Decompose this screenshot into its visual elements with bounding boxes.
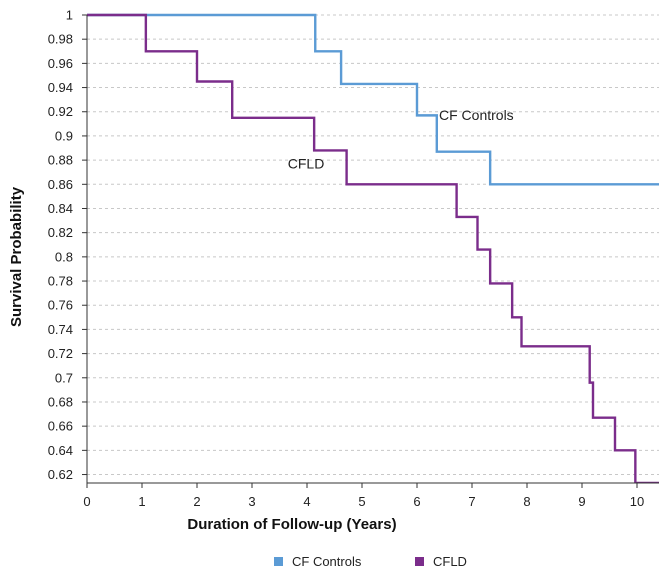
x-tick-labels: 0 1 2 3 4 5 6 7 8 9 10: [83, 483, 644, 509]
y-tick-label: 0.82: [48, 225, 73, 240]
annotation-cf-controls: CF Controls: [439, 107, 514, 123]
y-tick-label: 0.72: [48, 346, 73, 361]
y-tick-label: 0.98: [48, 32, 73, 47]
y-tick-label: 0.76: [48, 298, 73, 313]
y-tick-label: 0.66: [48, 419, 73, 434]
x-tick-label: 2: [193, 494, 200, 509]
legend-swatch-cfld: [415, 557, 424, 566]
y-tick-label: 0.9: [55, 128, 73, 143]
y-tick-label: 0.94: [48, 80, 73, 95]
y-tick-label: 0.74: [48, 322, 73, 337]
y-tick-label: 0.8: [55, 249, 73, 264]
legend-label-cfld: CFLD: [433, 554, 467, 569]
x-tick-label: 1: [138, 494, 145, 509]
y-tick-label: 0.68: [48, 394, 73, 409]
y-tick-label: 0.78: [48, 274, 73, 289]
x-tick-label: 0: [83, 494, 90, 509]
y-tick-label: 1: [66, 8, 73, 23]
y-tick-label: 0.64: [48, 443, 73, 458]
y-tick-label: 0.88: [48, 153, 73, 168]
x-tick-label: 9: [578, 494, 585, 509]
legend: CF Controls CFLD: [274, 554, 467, 569]
annotation-cfld: CFLD: [288, 156, 325, 172]
y-tick-label: 0.7: [55, 370, 73, 385]
x-tick-label: 8: [523, 494, 530, 509]
x-axis-title: Duration of Follow-up (Years): [187, 516, 396, 533]
x-tick-label: 7: [468, 494, 475, 509]
x-tick-label: 5: [358, 494, 365, 509]
x-tick-label: 6: [413, 494, 420, 509]
legend-swatch-cf-controls: [274, 557, 283, 566]
y-tick-label: 0.62: [48, 467, 73, 482]
y-tick-label: 0.92: [48, 104, 73, 119]
y-tick-label: 0.86: [48, 177, 73, 192]
series-line-cfld: [87, 13, 659, 483]
x-tick-label: 3: [248, 494, 255, 509]
series-lines: [87, 13, 659, 483]
y-tick-label: 0.96: [48, 56, 73, 71]
y-tick-labels: 1 0.98 0.96 0.94 0.92 0.9 0.88 0.86 0.84 0.82 0.8 0…: [48, 8, 87, 482]
legend-label-cf-controls: CF Controls: [292, 554, 362, 569]
series-line-cf-controls: [87, 13, 659, 186]
y-axis-title: Survival Probability: [8, 186, 25, 327]
axes: [86, 15, 659, 484]
x-tick-label: 10: [630, 494, 644, 509]
y-tick-label: 0.84: [48, 201, 73, 216]
x-tick-label: 4: [303, 494, 310, 509]
